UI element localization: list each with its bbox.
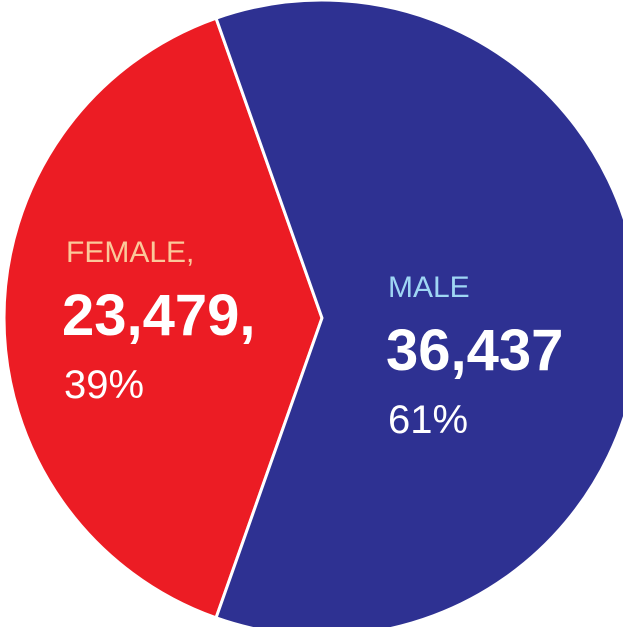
percentage-label: 61% — [388, 398, 468, 442]
value-label: 23,479, — [62, 283, 256, 348]
pie-slice — [214, 0, 623, 627]
category-label: MALE — [388, 271, 470, 304]
value-label: 36,437 — [386, 318, 563, 383]
percentage-label: 39% — [64, 363, 144, 407]
category-label: FEMALE, — [66, 236, 194, 269]
pie-slice — [2, 16, 324, 620]
